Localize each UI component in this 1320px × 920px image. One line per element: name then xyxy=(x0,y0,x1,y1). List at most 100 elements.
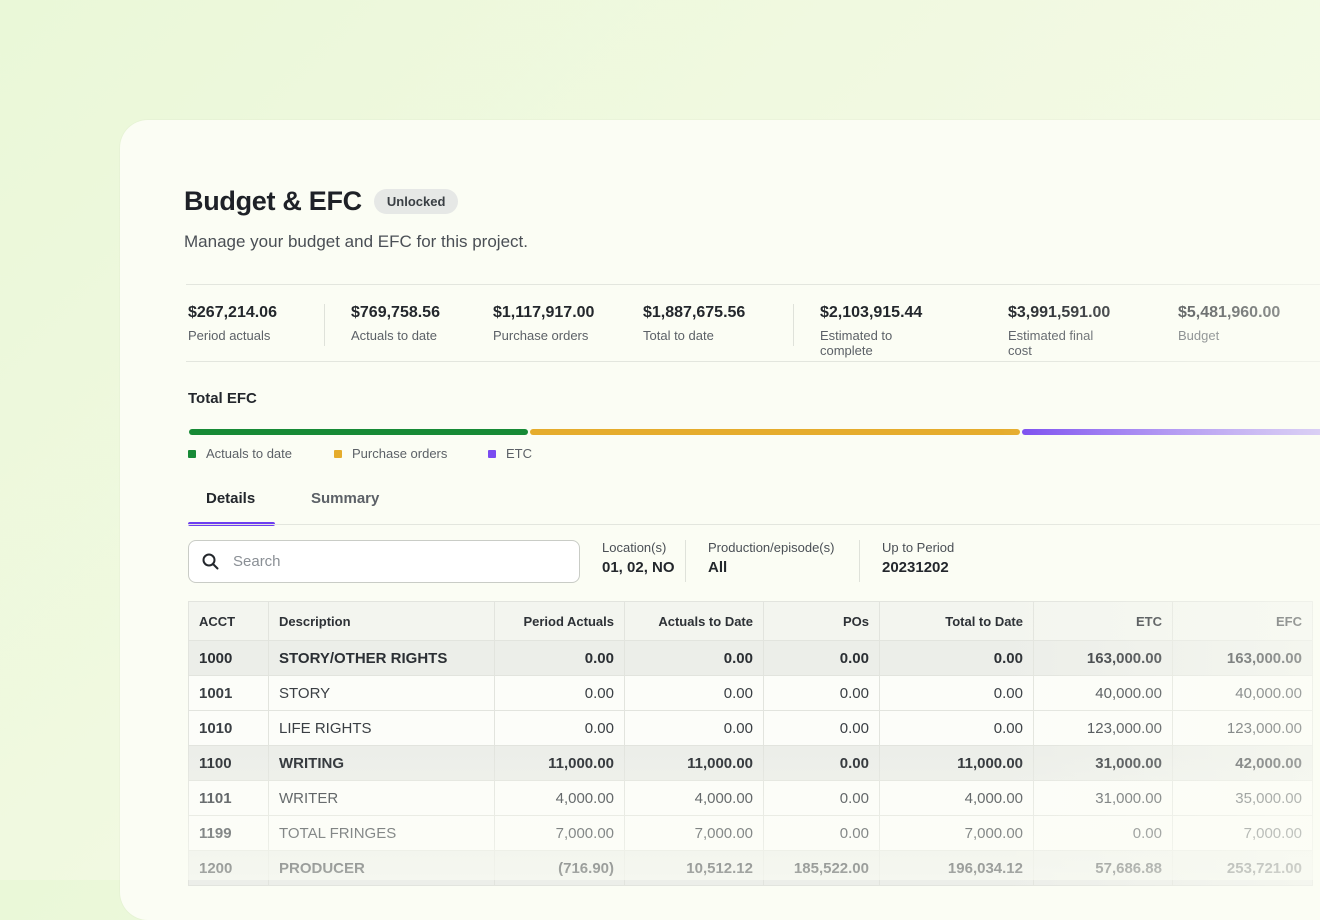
etc-cell: 40,000.00 xyxy=(1033,675,1173,711)
efc-bar-etc xyxy=(1022,429,1320,435)
etc-cell: 57,686.88 xyxy=(1033,850,1173,886)
filter-production-episodes[interactable]: Production/episode(s) All xyxy=(708,540,834,576)
filter-locations[interactable]: Location(s) 01, 02, NO xyxy=(602,540,675,576)
efc-legend: Actuals to date Purchase orders ETC xyxy=(188,446,532,461)
actuals-to-date-cell: 0.00 xyxy=(624,675,764,711)
table-header-row: ACCT Description Period Actuals Actuals … xyxy=(188,601,1313,641)
divider xyxy=(186,284,1320,285)
legend-label: ETC xyxy=(506,446,532,461)
pos-cell: 0.00 xyxy=(763,815,880,851)
stat-value: $1,887,675.56 xyxy=(643,304,746,321)
stat-label: Budget xyxy=(1178,328,1220,343)
period-actuals-cell: (716.90) xyxy=(494,850,625,886)
search-box[interactable] xyxy=(188,540,580,583)
acct-cell[interactable]: 1001 xyxy=(188,675,269,711)
period-actuals-cell: 4,000.00 xyxy=(494,780,625,816)
table-row[interactable]: 1101 WRITER 4,000.00 4,000.00 0.00 4,000.00 31… xyxy=(188,780,1313,816)
filter-label: Location(s) xyxy=(602,540,667,555)
period-actuals-cell: 0.00 xyxy=(494,710,625,746)
column-header-acct[interactable]: ACCT xyxy=(188,601,269,641)
column-header-period-actuals[interactable]: Period Actuals xyxy=(494,601,625,641)
table-group-row[interactable]: 1200 PRODUCER (716.90) 10,512.12 185,522.00 1… xyxy=(188,850,1313,886)
page-subtitle: Manage your budget and EFC for this proj… xyxy=(184,232,528,251)
budget-card: Budget & EFC Unlocked Manage your budget… xyxy=(120,120,1320,920)
filter-label: Up to Period xyxy=(882,540,955,555)
pos-cell: 0.00 xyxy=(763,640,880,676)
stat-label: Estimated final cost xyxy=(1008,328,1094,358)
stat-label: Actuals to date xyxy=(351,328,437,343)
table-group-row[interactable]: 1000 STORY/OTHER RIGHTS 0.00 0.00 0.00 0.00 16… xyxy=(188,640,1313,676)
efc-cell: 35,000.00 xyxy=(1172,780,1313,816)
stat-divider xyxy=(324,304,325,346)
acct-cell[interactable]: 1101 xyxy=(188,780,269,816)
stat-budget: $5,481,960.00 Budget xyxy=(1178,304,1280,343)
search-icon xyxy=(202,553,219,570)
table-row[interactable]: 1199 TOTAL FRINGES 7,000.00 7,000.00 0.00 7,0… xyxy=(188,815,1313,851)
stat-estimated-to-complete: $2,103,915.44 Estimated to complete xyxy=(820,304,922,358)
filter-label: Production/episode(s) xyxy=(708,540,835,555)
total-to-date-cell: 0.00 xyxy=(879,640,1034,676)
acct-cell: 1000 xyxy=(188,640,269,676)
efc-cell: 253,721.00 xyxy=(1172,850,1313,886)
actuals-to-date-cell: 7,000.00 xyxy=(624,815,764,851)
total-to-date-cell: 4,000.00 xyxy=(879,780,1034,816)
acct-cell[interactable]: 1199 xyxy=(188,815,269,851)
stat-estimated-final-cost: $3,991,591.00 Estimated final cost xyxy=(1008,304,1110,358)
stat-divider xyxy=(793,304,794,346)
period-actuals-cell: 11,000.00 xyxy=(494,745,625,781)
legend-label: Purchase orders xyxy=(352,446,448,461)
actuals-to-date-cell: 0.00 xyxy=(624,710,764,746)
acct-cell: 1100 xyxy=(188,745,269,781)
tab-summary[interactable]: Summary xyxy=(311,490,380,507)
filter-divider xyxy=(685,540,686,582)
stat-value: $769,758.56 xyxy=(351,304,440,321)
filter-value: 20231202 xyxy=(882,559,949,576)
legend-actuals: Actuals to date xyxy=(188,446,334,461)
period-actuals-cell: 7,000.00 xyxy=(494,815,625,851)
efc-bar-actuals xyxy=(189,429,528,435)
budget-table: ACCT Description Period Actuals Actuals … xyxy=(188,601,1313,886)
etc-cell: 0.00 xyxy=(1033,815,1173,851)
column-header-pos[interactable]: POs xyxy=(763,601,880,641)
page-title: Budget & EFC xyxy=(184,186,362,216)
total-efc-label: Total EFC xyxy=(188,390,257,407)
pos-cell: 0.00 xyxy=(763,780,880,816)
actuals-to-date-cell: 10,512.12 xyxy=(624,850,764,886)
tab-details[interactable]: Details xyxy=(206,490,256,507)
column-header-efc[interactable]: EFC xyxy=(1172,601,1313,641)
stat-actuals-to-date: $769,758.56 Actuals to date xyxy=(351,304,440,343)
efc-bar-purchase-orders xyxy=(530,429,1020,435)
stat-value: $2,103,915.44 xyxy=(820,304,923,321)
table-row[interactable]: 1001 STORY 0.00 0.00 0.00 0.00 40,000.00 40,000… xyxy=(188,675,1313,711)
filter-value: All xyxy=(708,559,728,576)
pos-cell: 185,522.00 xyxy=(763,850,880,886)
tab-divider xyxy=(188,524,1320,525)
legend-purchase-orders: Purchase orders xyxy=(334,446,488,461)
column-header-etc[interactable]: ETC xyxy=(1033,601,1173,641)
filter-up-to-period[interactable]: Up to Period 20231202 xyxy=(882,540,954,576)
table-row[interactable]: 1010 LIFE RIGHTS 0.00 0.00 0.00 0.00 123,000.0… xyxy=(188,710,1313,746)
stat-label: Purchase orders xyxy=(493,328,589,343)
description-cell: TOTAL FRINGES xyxy=(268,815,495,851)
period-actuals-cell: 0.00 xyxy=(494,640,625,676)
acct-cell[interactable]: 1010 xyxy=(188,710,269,746)
legend-swatch xyxy=(334,449,342,458)
legend-swatch xyxy=(188,449,196,458)
actuals-to-date-cell: 4,000.00 xyxy=(624,780,764,816)
column-header-description[interactable]: Description xyxy=(268,601,495,641)
column-header-actuals-to-date[interactable]: Actuals to Date xyxy=(624,601,764,641)
stat-label: Estimated to complete xyxy=(820,328,893,358)
legend-label: Actuals to date xyxy=(206,446,292,461)
description-cell: STORY/OTHER RIGHTS xyxy=(268,640,495,676)
efc-cell: 42,000.00 xyxy=(1172,745,1313,781)
description-cell: STORY xyxy=(268,675,495,711)
description-cell: PRODUCER xyxy=(268,850,495,886)
search-input[interactable] xyxy=(231,552,555,571)
etc-cell: 31,000.00 xyxy=(1033,745,1173,781)
column-header-total-to-date[interactable]: Total to Date xyxy=(879,601,1034,641)
description-cell: LIFE RIGHTS xyxy=(268,710,495,746)
total-to-date-cell: 0.00 xyxy=(879,710,1034,746)
table-group-row[interactable]: 1100 WRITING 11,000.00 11,000.00 0.00 11,000.… xyxy=(188,745,1313,781)
stat-value: $5,481,960.00 xyxy=(1178,304,1281,321)
stat-label: Period actuals xyxy=(188,328,271,343)
